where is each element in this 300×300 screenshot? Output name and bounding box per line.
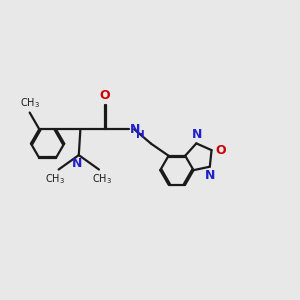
Text: O: O	[100, 89, 110, 103]
Text: CH$_3$: CH$_3$	[92, 172, 112, 186]
Text: N: N	[130, 123, 141, 136]
Text: H: H	[136, 130, 145, 140]
Text: N: N	[205, 169, 216, 182]
Text: CH$_3$: CH$_3$	[45, 172, 65, 186]
Text: O: O	[215, 144, 226, 157]
Text: N: N	[192, 128, 202, 141]
Text: CH$_3$: CH$_3$	[20, 97, 40, 110]
Text: N: N	[72, 157, 83, 170]
